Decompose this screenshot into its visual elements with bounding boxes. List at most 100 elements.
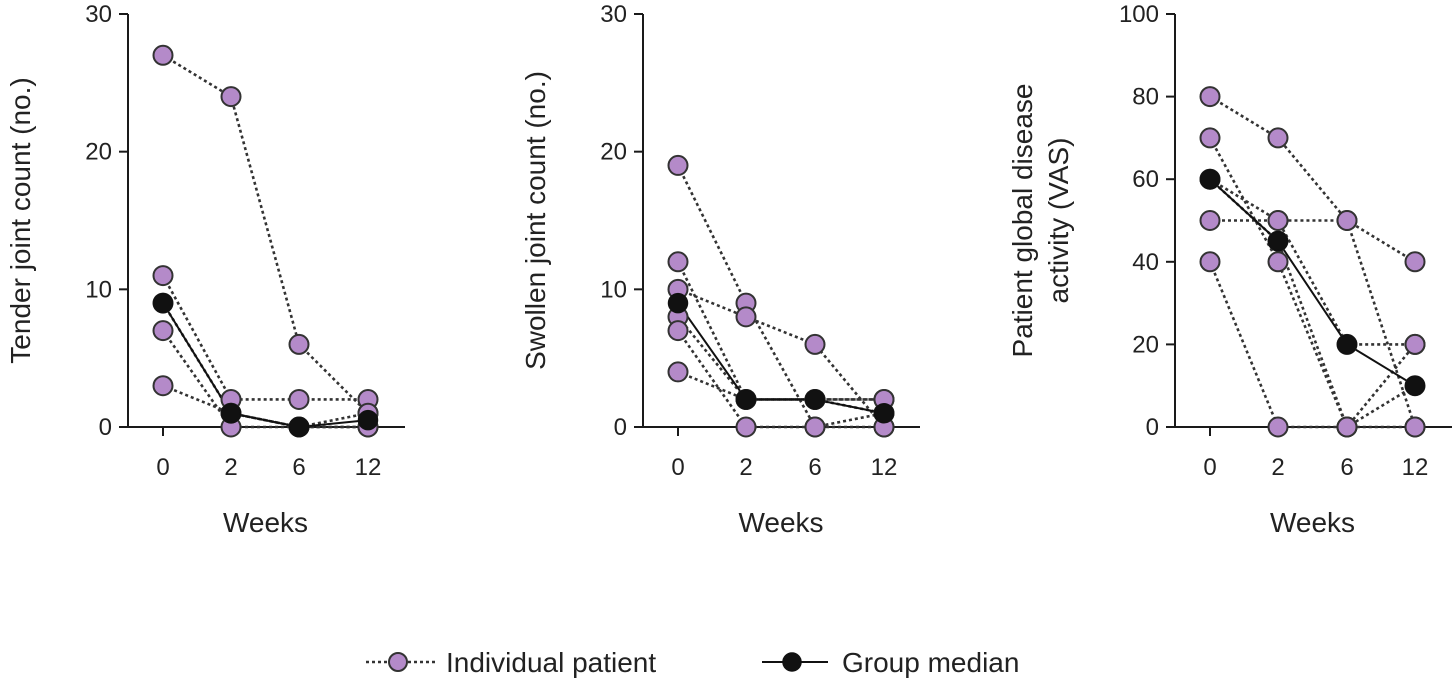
y-tick-label: 20 [600,139,627,166]
median-series-line [1209,178,1416,387]
y-tick-label: 80 [1132,84,1159,111]
x-tick-label: 0 [156,454,169,481]
patient-series-line [676,329,884,429]
y-tick-label: 10 [85,276,112,303]
x-axis-title: Weeks [1270,507,1355,538]
x-tick-label: 2 [1271,454,1284,481]
median-data-point [1199,168,1221,190]
patient-series-line [1210,219,1415,346]
patient-data-point [1404,251,1426,273]
patient-data-point [667,154,689,176]
patient-data-point [1336,416,1358,438]
patient-data-point [1199,86,1221,108]
patient-series-line [161,302,368,429]
x-axis-title: Weeks [738,507,823,538]
median-data-point [667,292,689,314]
patient-series-line [161,274,368,401]
patient-data-point [1267,210,1289,231]
legend-median-label: Group median [842,647,1019,678]
median-data-point [152,292,174,314]
patient-data-point [804,333,826,355]
patient-data-point [288,388,310,410]
x-tick-label: 6 [292,454,305,481]
patient-data-point [152,375,174,397]
patient-data-point [288,333,310,355]
y-tick-label: 20 [1132,331,1159,358]
median-data-point [357,409,379,431]
y-tick-label: 40 [1132,249,1159,276]
x-tick-label: 0 [1203,454,1216,481]
y-tick-label: 20 [85,139,112,166]
x-tick-label: 6 [808,454,821,481]
y-axis-title: Tender joint count (no.) [5,77,36,363]
x-tick-label: 2 [739,454,752,481]
median-data-point [735,389,757,410]
x-tick-label: 2 [224,454,237,481]
patient-series-line [161,329,368,429]
patient-series-line [1208,137,1417,430]
y-tick-label: 10 [600,276,627,303]
median-series-line [162,302,369,429]
median-data-point [220,402,242,424]
patient-data-point [1199,251,1221,273]
patient-data-point [735,306,757,328]
y-tick-label: 0 [614,414,627,441]
patient-series-line [677,288,885,428]
patient-data-point [1199,210,1221,231]
patient-series-line [1209,178,1417,428]
y-tick-label: 30 [85,1,112,28]
y-axis-title: Swollen joint count (no.) [520,71,551,370]
y-tick-label: 0 [1146,414,1159,441]
patient-data-point [667,251,689,273]
median-data-point [288,416,310,438]
median-data-point [1267,230,1289,252]
y-tick-label: 60 [1132,166,1159,193]
patient-series-line [676,164,885,429]
x-tick-label: 0 [671,454,684,481]
y-axis-title-line: activity (VAS) [1043,138,1074,304]
patient-data-point [1267,416,1289,438]
x-axis-title: Weeks [223,507,308,538]
patient-data-point [1267,127,1289,149]
chart-panel-2: 0 10 20 30 0 2 6 12 Weeks Swollen joint count (no… [520,1,920,538]
patient-data-point [1336,210,1358,231]
patient-data-point [667,361,689,383]
median-data-point [873,402,895,424]
patient-series-line [162,54,369,415]
x-tick-label: 12 [1402,454,1429,481]
chart-panel-3: 0 20 40 60 80 100 0 2 6 12 Weeks Patient global dis… [1007,1,1452,538]
patient-data-point [735,416,757,438]
patient-data-point [667,320,689,342]
y-tick-label: 0 [99,414,112,441]
patient-data-point [1404,416,1426,438]
patient-data-point [152,44,174,66]
median-data-point [804,389,826,410]
y-axis-title-line: Patient global disease [1007,84,1038,358]
x-tick-label: 6 [1340,454,1353,481]
patient-data-point [220,86,242,108]
y-tick-label: 100 [1119,1,1159,28]
legend-median-marker [782,652,802,672]
x-tick-label: 12 [871,454,898,481]
patient-data-point [152,265,174,287]
patient-series-line [1209,178,1415,429]
x-tick-label: 12 [355,454,382,481]
chart-panel-1: 0 10 20 30 0 2 6 12 Weeks Tender joint count (no.… [5,1,405,538]
y-tick-label: 30 [600,1,627,28]
legend-individual-label: Individual patient [446,647,656,678]
patient-data-point [1199,127,1221,149]
patient-series-line [1209,95,1416,263]
median-data-point [1404,375,1426,396]
patient-data-point [152,320,174,342]
y-axis-title: Patient global disease activity (VAS) [1007,84,1074,358]
legend: Individual patient Group median [366,647,1019,678]
patient-data-point [1267,251,1289,273]
legend-individual-marker [388,652,408,672]
patient-data-point [1404,333,1426,355]
median-data-point [1336,334,1358,355]
median-series-line [677,302,885,415]
patient-data-point [804,416,826,438]
